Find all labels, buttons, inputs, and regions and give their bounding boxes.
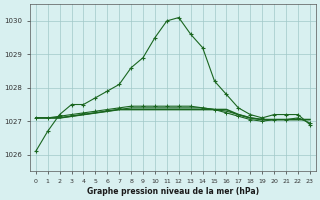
X-axis label: Graphe pression niveau de la mer (hPa): Graphe pression niveau de la mer (hPa) bbox=[87, 187, 259, 196]
